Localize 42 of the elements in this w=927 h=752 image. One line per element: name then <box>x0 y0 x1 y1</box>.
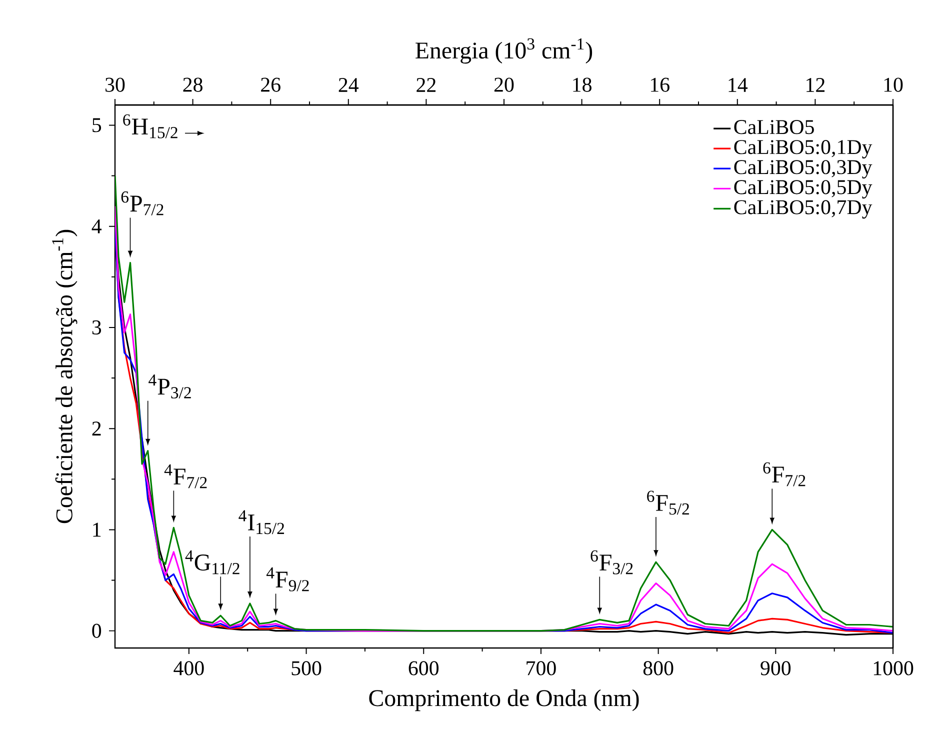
x-tick-label: 700 <box>526 661 556 676</box>
annotation: $^{4}$F$_{7/2}$ <box>164 464 207 488</box>
x-tick-label: 600 <box>408 661 439 676</box>
x-tick-label: 400 <box>174 661 204 676</box>
x-tick-label: 500 <box>292 661 322 676</box>
x2-tick-label: 14 <box>728 78 748 92</box>
x-axis-title: Comprimento de Onda (nm) <box>369 689 639 712</box>
x2-tick-label: 30 <box>106 78 125 92</box>
x2-tick-label: 10 <box>884 78 903 92</box>
legend-label: CaLiBO5:0,3Dy <box>734 160 872 178</box>
x2-tick-label: 22 <box>416 78 436 92</box>
x2-tick-label: 26 <box>261 78 280 92</box>
x-tick-label: 900 <box>760 661 791 676</box>
annotation: $^{4}$G$_{11/2}$ <box>185 550 240 574</box>
y-tick-label: 2 <box>92 422 101 436</box>
legend-label: CaLiBO5:0,5Dy <box>734 180 872 199</box>
annotation: $^{4}$I$_{15/2}$ <box>238 510 284 534</box>
x-tick-label: 1000 <box>874 661 914 676</box>
annotation: $^{6}$P$_{7/2}$ <box>121 191 164 216</box>
x2-tick-label: 16 <box>650 78 670 92</box>
annotation: $^{4}$P$_{3/2}$ <box>148 374 191 398</box>
x2-axis-title: Energia (10$^{3}$ cm$^{-1}$) <box>416 38 592 64</box>
annotation: $^{6}$F$_{5/2}$ <box>647 490 689 515</box>
x2-tick-label: 24 <box>338 78 359 92</box>
legend-label: CaLiBO5 <box>734 120 814 134</box>
annotation: $^{6}$F$_{7/2}$ <box>763 462 806 486</box>
x-tick-label: 800 <box>643 661 674 676</box>
x2-tick-label: 28 <box>183 78 202 92</box>
y-tick-label: 1 <box>93 522 101 537</box>
x2-tick-label: 12 <box>806 78 825 92</box>
y-tick-label: 5 <box>92 118 102 132</box>
x2-tick-label: 18 <box>573 78 592 92</box>
annotation: $^{6}$H$_{15/2}$ <box>123 114 178 138</box>
annotation: $^{6}$F$_{3/2}$ <box>590 550 633 574</box>
legend-label: CaLiBO5:0,1Dy <box>734 140 872 158</box>
annotation: $^{4}$F$_{9/2}$ <box>266 567 309 592</box>
y-axis-title: Coeficiente de absorção (cm$^{-1}$) <box>52 230 78 524</box>
x2-tick-label: 20 <box>494 78 514 92</box>
y-tick-label: 4 <box>92 219 102 234</box>
y-tick-label: 3 <box>92 320 102 334</box>
y-tick-label: 0 <box>92 624 102 638</box>
legend-label: CaLiBO5:0,7Dy <box>734 200 872 219</box>
